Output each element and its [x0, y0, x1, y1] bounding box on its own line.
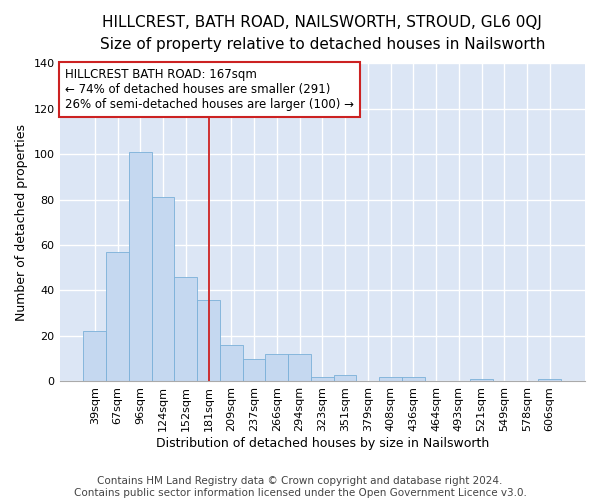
Title: HILLCREST, BATH ROAD, NAILSWORTH, STROUD, GL6 0QJ
Size of property relative to d: HILLCREST, BATH ROAD, NAILSWORTH, STROUD… — [100, 15, 545, 52]
Bar — [288, 354, 311, 382]
Bar — [197, 300, 220, 382]
Bar — [402, 377, 425, 382]
Bar — [220, 345, 242, 382]
Bar — [538, 379, 561, 382]
Bar — [242, 358, 265, 382]
X-axis label: Distribution of detached houses by size in Nailsworth: Distribution of detached houses by size … — [155, 437, 489, 450]
Bar — [334, 374, 356, 382]
Text: Contains HM Land Registry data © Crown copyright and database right 2024.
Contai: Contains HM Land Registry data © Crown c… — [74, 476, 526, 498]
Bar — [152, 198, 175, 382]
Bar — [265, 354, 288, 382]
Bar — [83, 332, 106, 382]
Bar — [106, 252, 129, 382]
Y-axis label: Number of detached properties: Number of detached properties — [15, 124, 28, 321]
Bar — [311, 377, 334, 382]
Bar — [379, 377, 402, 382]
Bar — [470, 379, 493, 382]
Bar — [175, 277, 197, 382]
Bar — [129, 152, 152, 382]
Text: HILLCREST BATH ROAD: 167sqm
← 74% of detached houses are smaller (291)
26% of se: HILLCREST BATH ROAD: 167sqm ← 74% of det… — [65, 68, 354, 111]
